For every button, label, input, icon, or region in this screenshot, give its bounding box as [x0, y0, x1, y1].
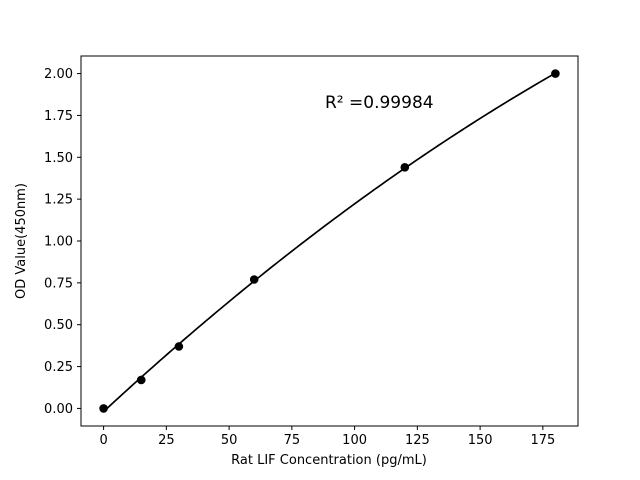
y-tick-label: 1.25	[44, 193, 73, 208]
y-tick-label: 1.00	[44, 235, 73, 250]
x-tick-label: 100	[342, 433, 367, 448]
data-point	[249, 275, 259, 284]
y-tick-label: 1.50	[44, 151, 73, 166]
y-tick-label: 0.00	[44, 402, 73, 417]
x-tick-label: 125	[405, 433, 430, 448]
y-axis-label: OD Value(450nm)	[14, 183, 29, 299]
fit-curve	[103, 72, 556, 413]
x-tick-label: 150	[468, 433, 493, 448]
y-tick-label: 2.00	[44, 67, 73, 82]
x-tick-label: 25	[158, 433, 175, 448]
y-tick-label: 0.25	[44, 360, 73, 375]
r-squared-annotation: R² =0.99984	[325, 93, 434, 113]
y-tick-label: 1.75	[44, 109, 73, 124]
data-point	[136, 375, 146, 385]
data-point	[99, 404, 108, 413]
data-point	[400, 163, 410, 172]
data-point	[174, 342, 184, 351]
x-axis-label: Rat LIF Concentration (pg/mL)	[231, 453, 427, 468]
x-tick-label: 175	[530, 433, 555, 448]
y-tick-label: 0.75	[44, 276, 73, 291]
x-tick-label: 75	[284, 433, 301, 448]
data-point	[551, 69, 560, 78]
x-tick-label: 0	[99, 433, 107, 448]
plot-layer: 0 25 50 75 100 125 150 175 0.00 0.25 0.50 0.75 1.00 1…	[44, 55, 579, 448]
x-tick-label: 50	[221, 433, 238, 448]
y-tick-label: 0.50	[44, 318, 73, 333]
